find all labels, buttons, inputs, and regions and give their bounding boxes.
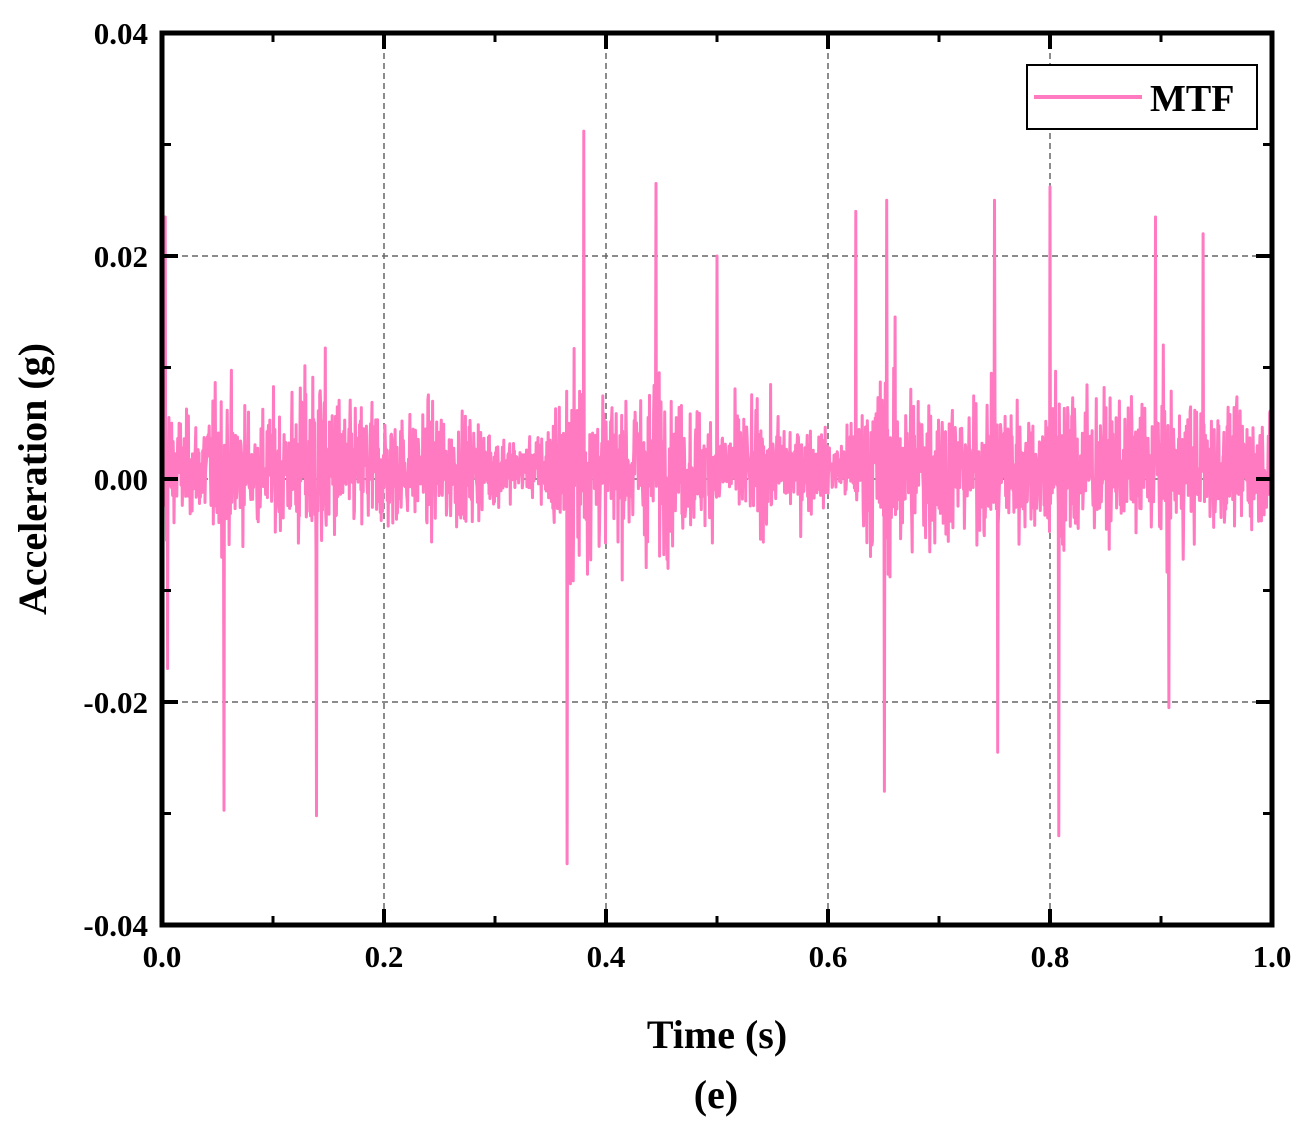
x-tick-label: 0.4: [587, 939, 626, 974]
y-axis-label: Acceleration (g): [10, 343, 55, 615]
x-axis-label: Time (s): [647, 1012, 787, 1057]
y-tick-labels: 0.04 0.02 0.00 -0.02 -0.04: [83, 16, 148, 943]
x-tick-label: 0.8: [1031, 939, 1070, 974]
legend: MTF: [1026, 64, 1258, 130]
x-tick-label: 1.0: [1253, 939, 1292, 974]
y-tick-label: -0.04: [83, 908, 148, 943]
figure-caption: (e): [694, 1072, 738, 1117]
series-layer: [160, 129, 1274, 866]
y-tick-label: 0.02: [94, 239, 148, 274]
y-tick-label: 0.00: [94, 462, 148, 497]
x-tick-label: 0.0: [143, 939, 182, 974]
x-tick-label: 0.2: [365, 939, 404, 974]
legend-label-mtf: MTF: [1150, 78, 1234, 120]
series-line-mtf: [160, 129, 1274, 866]
y-tick-label: -0.02: [83, 685, 148, 720]
axis-ticks: [160, 31, 1274, 927]
x-tick-label: 0.6: [809, 939, 848, 974]
x-tick-labels: 0.0 0.2 0.4 0.6 0.8 1.0: [143, 939, 1292, 974]
y-tick-label: 0.04: [94, 16, 148, 51]
